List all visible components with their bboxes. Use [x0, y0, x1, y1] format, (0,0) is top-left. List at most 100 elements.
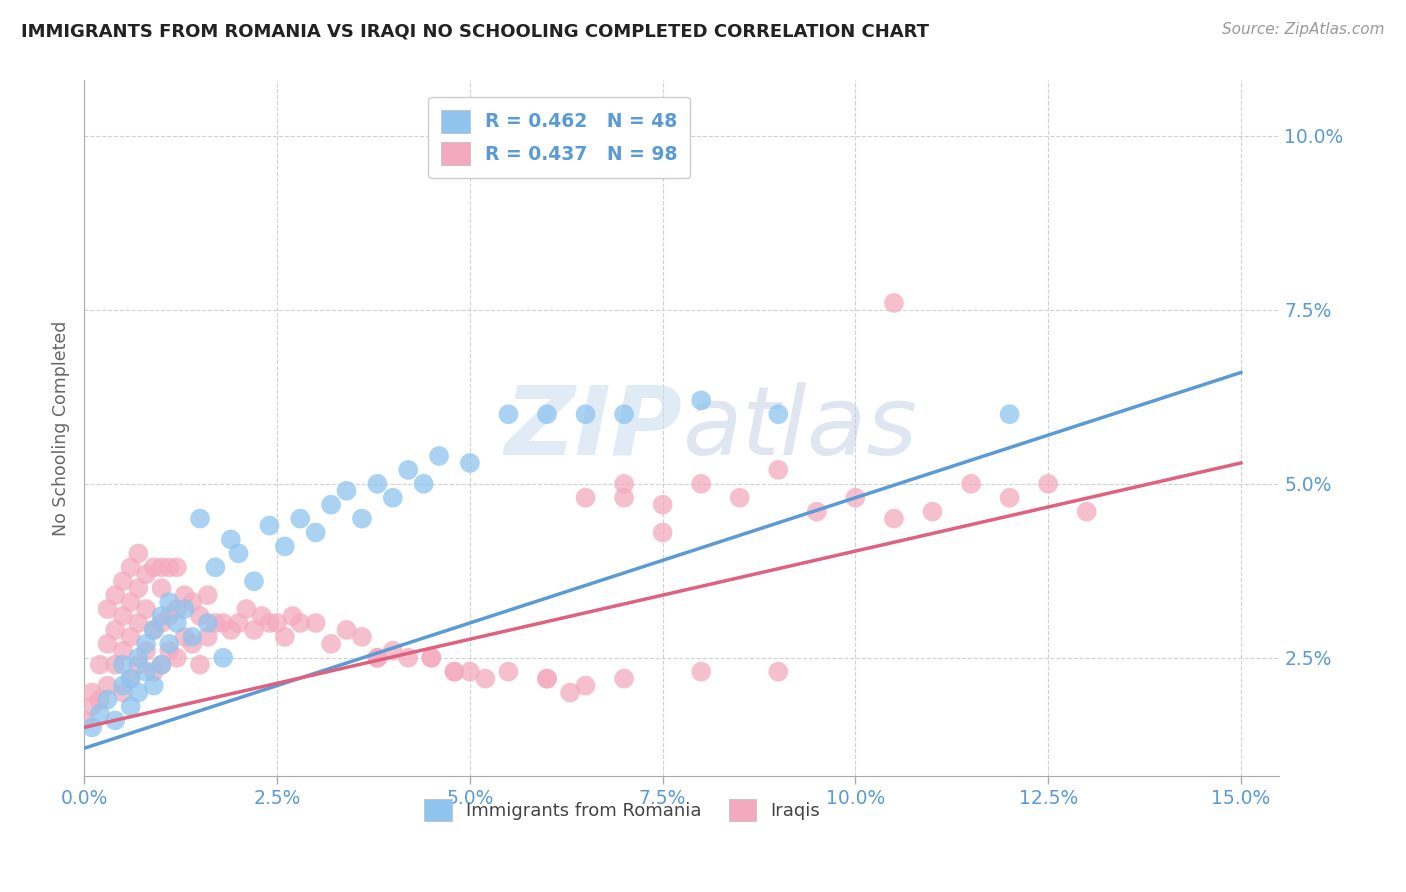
Point	[104, 714, 127, 728]
Point	[89, 657, 111, 672]
Point	[290, 511, 312, 525]
Point	[228, 615, 250, 630]
Point	[127, 546, 149, 560]
Point	[574, 407, 596, 421]
Point	[188, 511, 211, 525]
Point	[166, 650, 188, 665]
Point	[80, 685, 103, 699]
Point	[111, 609, 134, 624]
Point	[274, 630, 297, 644]
Point	[228, 546, 250, 560]
Point	[381, 491, 404, 505]
Point	[420, 650, 443, 665]
Point	[120, 595, 142, 609]
Point	[844, 491, 866, 505]
Point	[142, 560, 165, 574]
Point	[420, 650, 443, 665]
Point	[157, 609, 180, 624]
Point	[1076, 505, 1098, 519]
Point	[768, 665, 790, 679]
Point	[197, 588, 219, 602]
Point	[204, 615, 226, 630]
Point	[127, 650, 149, 665]
Point	[157, 644, 180, 658]
Point	[266, 615, 288, 630]
Point	[127, 685, 149, 699]
Point	[443, 665, 465, 679]
Point	[111, 657, 134, 672]
Point	[219, 533, 242, 547]
Legend: Immigrants from Romania, Iraqis: Immigrants from Romania, Iraqis	[415, 789, 830, 830]
Point	[998, 407, 1021, 421]
Point	[181, 595, 204, 609]
Point	[120, 560, 142, 574]
Point	[396, 650, 419, 665]
Point	[536, 672, 558, 686]
Point	[305, 615, 328, 630]
Point	[96, 602, 118, 616]
Point	[690, 393, 713, 408]
Point	[883, 296, 905, 310]
Point	[768, 463, 790, 477]
Point	[243, 623, 266, 637]
Point	[96, 679, 118, 693]
Point	[806, 505, 828, 519]
Point	[181, 637, 204, 651]
Point	[498, 665, 520, 679]
Point	[166, 602, 188, 616]
Point	[150, 560, 173, 574]
Point	[536, 407, 558, 421]
Point	[335, 623, 357, 637]
Point	[111, 679, 134, 693]
Point	[613, 407, 636, 421]
Point	[120, 699, 142, 714]
Point	[1036, 476, 1059, 491]
Point	[80, 720, 103, 734]
Point	[613, 672, 636, 686]
Point	[219, 623, 242, 637]
Point	[458, 665, 481, 679]
Point	[127, 581, 149, 595]
Point	[366, 650, 388, 665]
Point	[250, 609, 273, 624]
Point	[768, 407, 790, 421]
Point	[150, 615, 173, 630]
Point	[142, 623, 165, 637]
Point	[104, 623, 127, 637]
Point	[427, 449, 450, 463]
Point	[998, 491, 1021, 505]
Point	[173, 630, 195, 644]
Point	[142, 623, 165, 637]
Point	[319, 637, 342, 651]
Point	[135, 665, 157, 679]
Point	[188, 609, 211, 624]
Point	[150, 581, 173, 595]
Point	[305, 525, 328, 540]
Point	[142, 665, 165, 679]
Point	[396, 463, 419, 477]
Point	[204, 560, 226, 574]
Point	[181, 630, 204, 644]
Point	[157, 637, 180, 651]
Point	[166, 615, 188, 630]
Point	[127, 657, 149, 672]
Point	[690, 476, 713, 491]
Point	[558, 685, 581, 699]
Point	[111, 685, 134, 699]
Point	[458, 456, 481, 470]
Point	[274, 540, 297, 554]
Point	[104, 657, 127, 672]
Point	[498, 407, 520, 421]
Text: Source: ZipAtlas.com: Source: ZipAtlas.com	[1222, 22, 1385, 37]
Text: IMMIGRANTS FROM ROMANIA VS IRAQI NO SCHOOLING COMPLETED CORRELATION CHART: IMMIGRANTS FROM ROMANIA VS IRAQI NO SCHO…	[21, 22, 929, 40]
Point	[135, 637, 157, 651]
Point	[157, 560, 180, 574]
Point	[120, 630, 142, 644]
Point	[235, 602, 257, 616]
Point	[290, 615, 312, 630]
Point	[197, 630, 219, 644]
Point	[366, 476, 388, 491]
Point	[135, 644, 157, 658]
Point	[728, 491, 751, 505]
Text: ZIP: ZIP	[503, 382, 682, 475]
